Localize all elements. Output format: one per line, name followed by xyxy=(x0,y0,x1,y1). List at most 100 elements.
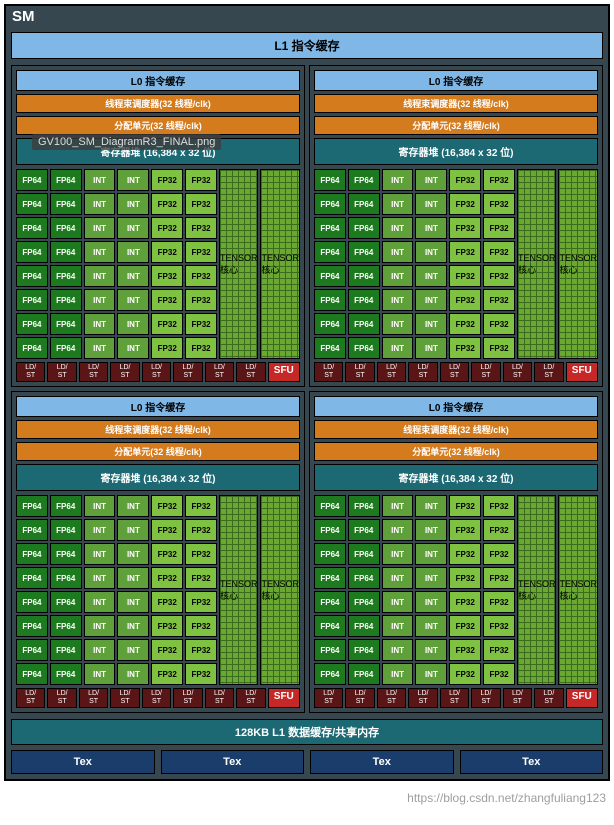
int-core: INT xyxy=(415,337,447,359)
int-core: INT xyxy=(117,495,149,517)
int-core: INT xyxy=(382,663,414,685)
fp64-core: FP64 xyxy=(16,543,48,565)
dispatch-unit: 分配单元(32 线程/clk) xyxy=(314,116,598,135)
fp64-core: FP64 xyxy=(50,591,82,613)
fp32-core: FP32 xyxy=(449,615,481,637)
fp64-core: FP64 xyxy=(16,663,48,685)
fp64-core: FP64 xyxy=(314,615,346,637)
fp32-core: FP32 xyxy=(151,241,183,263)
fp64-core: FP64 xyxy=(16,615,48,637)
ldst-unit: LD/ST xyxy=(440,362,469,382)
int-core: INT xyxy=(84,337,116,359)
tex-unit: Tex xyxy=(11,750,155,774)
int-core: INT xyxy=(382,217,414,239)
fp64-core: FP64 xyxy=(50,543,82,565)
fp32-core: FP32 xyxy=(483,193,515,215)
int-core: INT xyxy=(382,543,414,565)
int-core: INT xyxy=(117,337,149,359)
fp64-core: FP64 xyxy=(50,217,82,239)
int-core: INT xyxy=(415,193,447,215)
fp64-core: FP64 xyxy=(16,495,48,517)
int-core: INT xyxy=(117,567,149,589)
fp64-core: FP64 xyxy=(314,567,346,589)
tensor-core: TENSOR核心 xyxy=(260,495,300,685)
l0-instruction-cache: L0 指令缓存 xyxy=(314,396,598,417)
int-core: INT xyxy=(117,289,149,311)
int-core: INT xyxy=(84,241,116,263)
ldst-unit: LD/ST xyxy=(377,688,406,708)
ldst-unit: LD/ST xyxy=(142,362,171,382)
register-file: 寄存器堆 (16,384 x 32 位) xyxy=(16,464,300,491)
fp32-core: FP32 xyxy=(185,169,217,191)
tensor-core: TENSOR核心 xyxy=(517,169,557,359)
ldst-unit: LD/ST xyxy=(142,688,171,708)
ldst-unit: LD/ST xyxy=(173,688,202,708)
int-core: INT xyxy=(382,567,414,589)
int-core: INT xyxy=(415,169,447,191)
fp64-core: FP64 xyxy=(50,567,82,589)
dispatch-unit: 分配单元(32 线程/clk) xyxy=(314,442,598,461)
int-core: INT xyxy=(117,639,149,661)
ldst-unit: LD/ST xyxy=(79,362,108,382)
fp32-core: FP32 xyxy=(449,265,481,287)
int-core: INT xyxy=(117,193,149,215)
fp64-core: FP64 xyxy=(16,337,48,359)
fp64-core: FP64 xyxy=(314,241,346,263)
ldst-unit: LD/ST xyxy=(16,362,45,382)
ldst-unit: LD/ST xyxy=(16,688,45,708)
fp64-core: FP64 xyxy=(16,217,48,239)
int-core: INT xyxy=(382,313,414,335)
warp-scheduler: 线程束调度器(32 线程/clk) xyxy=(314,420,598,439)
core-grid: FP64FP64INTINTFP32FP32TENSOR核心TENSOR核心FP… xyxy=(16,495,300,685)
fp32-core: FP32 xyxy=(185,615,217,637)
ldst-unit: LD/ST xyxy=(79,688,108,708)
register-file: 寄存器堆 (16,384 x 32 位) xyxy=(314,138,598,165)
int-core: INT xyxy=(382,289,414,311)
fp64-core: FP64 xyxy=(50,241,82,263)
fp64-core: FP64 xyxy=(314,519,346,541)
l1-instruction-cache: L1 指令缓存 xyxy=(11,32,603,59)
fp64-core: FP64 xyxy=(16,193,48,215)
fp64-core: FP64 xyxy=(50,663,82,685)
fp64-core: FP64 xyxy=(314,591,346,613)
fp32-core: FP32 xyxy=(185,217,217,239)
ldst-unit: LD/ST xyxy=(534,688,563,708)
fp64-core: FP64 xyxy=(314,289,346,311)
l0-instruction-cache: L0 指令缓存 xyxy=(16,396,300,417)
int-core: INT xyxy=(382,639,414,661)
fp32-core: FP32 xyxy=(185,639,217,661)
ldst-unit: LD/ST xyxy=(173,362,202,382)
int-core: INT xyxy=(382,495,414,517)
fp32-core: FP32 xyxy=(483,591,515,613)
l0-instruction-cache: L0 指令缓存 xyxy=(16,70,300,91)
fp64-core: FP64 xyxy=(348,615,380,637)
fp32-core: FP32 xyxy=(151,217,183,239)
ldst-unit: LD/ST xyxy=(408,688,437,708)
int-core: INT xyxy=(117,519,149,541)
ldst-row: LD/STLD/STLD/STLD/STLD/STLD/STLD/STLD/ST… xyxy=(314,688,598,708)
fp64-core: FP64 xyxy=(348,193,380,215)
fp64-core: FP64 xyxy=(16,169,48,191)
ldst-unit: LD/ST xyxy=(377,362,406,382)
fp64-core: FP64 xyxy=(348,241,380,263)
fp64-core: FP64 xyxy=(314,495,346,517)
int-core: INT xyxy=(117,313,149,335)
fp32-core: FP32 xyxy=(185,337,217,359)
int-core: INT xyxy=(415,615,447,637)
fp64-core: FP64 xyxy=(16,519,48,541)
fp64-core: FP64 xyxy=(348,313,380,335)
int-core: INT xyxy=(84,313,116,335)
ldst-unit: LD/ST xyxy=(503,362,532,382)
int-core: INT xyxy=(84,169,116,191)
fp32-core: FP32 xyxy=(185,241,217,263)
fp32-core: FP32 xyxy=(151,265,183,287)
core-grid: FP64FP64INTINTFP32FP32TENSOR核心TENSOR核心FP… xyxy=(314,495,598,685)
fp32-core: FP32 xyxy=(185,591,217,613)
fp64-core: FP64 xyxy=(16,567,48,589)
processing-quad: L0 指令缓存线程束调度器(32 线程/clk)分配单元(32 线程/clk)寄… xyxy=(11,65,305,387)
processing-quads: L0 指令缓存线程束调度器(32 线程/clk)分配单元(32 线程/clk)寄… xyxy=(11,65,603,713)
ldst-unit: LD/ST xyxy=(205,362,234,382)
fp32-core: FP32 xyxy=(151,543,183,565)
fp64-core: FP64 xyxy=(16,289,48,311)
fp32-core: FP32 xyxy=(483,663,515,685)
